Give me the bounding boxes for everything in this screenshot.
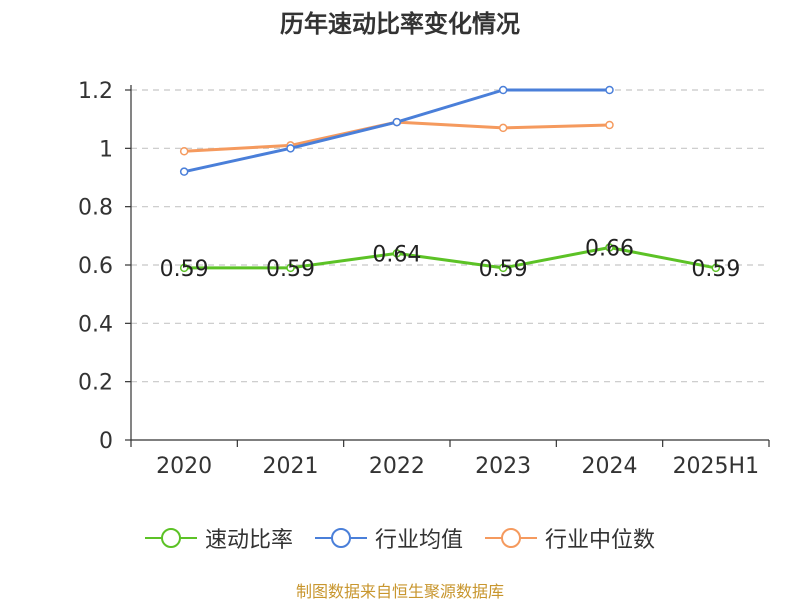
data-point-series-2: [498, 123, 508, 133]
y-tick-label: 0: [99, 429, 113, 454]
x-tick-label: 2020: [156, 454, 212, 479]
data-label: 0.59: [691, 257, 740, 282]
x-tick-label: 2022: [369, 454, 425, 479]
data-point-series-0: [286, 263, 295, 273]
y-tick-label: 1: [99, 137, 113, 162]
data-label: 0.64: [372, 242, 421, 267]
x-tick-label: 2023: [475, 454, 531, 479]
data-point-series-1: [179, 167, 189, 176]
y-tick-label: 1.2: [78, 79, 113, 104]
data-label: 0.59: [266, 257, 315, 282]
legend-label-industry-median: 行业中位数: [545, 528, 656, 553]
series-line-0: [184, 246, 717, 270]
data-point-series-0: [179, 263, 189, 273]
legend-swatch-quick-ratio-icon: [144, 528, 197, 548]
legend-item-quick-ratio[interactable]: 速动比率: [144, 522, 293, 554]
data-point-series-0: [605, 243, 614, 252]
data-point-series-1: [286, 144, 295, 153]
legend-swatch-industry-median-icon: [485, 528, 537, 548]
data-point-series-0: [711, 263, 721, 273]
data-point-series-2: [605, 120, 614, 130]
x-tick-label: 2025H1: [673, 454, 760, 479]
legend-item-industry-mean[interactable]: 行业均值: [314, 522, 463, 554]
data-point-series-1: [605, 85, 614, 95]
data-point-series-1: [392, 117, 402, 127]
legend-label-industry-mean: 行业均值: [374, 528, 463, 553]
data-label: 0.59: [160, 257, 209, 282]
data-point-series-2: [179, 147, 189, 156]
series-line-1: [183, 88, 610, 174]
data-point-series-0: [392, 249, 402, 258]
y-tick-label: 0.4: [78, 312, 113, 337]
y-tick-label: 0.6: [78, 254, 113, 279]
legend-label-quick-ratio: 速动比率: [204, 528, 293, 553]
data-label: 0.66: [585, 237, 634, 262]
data-label: 0.59: [479, 257, 528, 282]
x-tick-label: 2024: [582, 454, 638, 479]
legend: 速动比率 行业均值 行业中位数: [0, 520, 800, 556]
data-point-series-0: [498, 263, 508, 273]
source-note: 制图数据来自恒生聚源数据库: [295, 582, 504, 601]
data-point-series-1: [498, 85, 508, 95]
y-tick-label: 0.2: [78, 371, 113, 396]
chart-title: 历年速动比率变化情况: [280, 10, 520, 38]
series-line-2: [184, 120, 610, 153]
x-tick-label: 2021: [263, 454, 319, 479]
legend-item-industry-median[interactable]: 行业中位数: [485, 522, 655, 554]
y-tick-label: 0.8: [78, 196, 113, 221]
legend-swatch-industry-mean-icon: [314, 528, 367, 548]
